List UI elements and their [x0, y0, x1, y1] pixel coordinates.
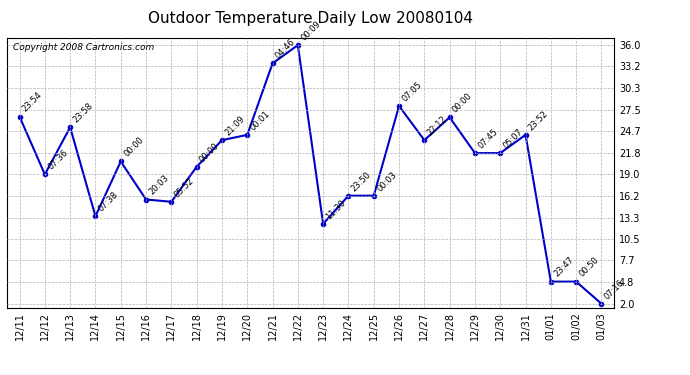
Text: 07:38: 07:38	[97, 190, 120, 213]
Text: 04:46: 04:46	[274, 38, 297, 61]
Text: 23:52: 23:52	[527, 109, 550, 132]
Text: 00:00: 00:00	[122, 135, 146, 159]
Text: 00:03: 00:03	[375, 170, 398, 193]
Text: 23:54: 23:54	[21, 91, 44, 114]
Text: 21:09: 21:09	[224, 114, 246, 137]
Text: 20:03: 20:03	[148, 174, 170, 197]
Text: 00:00: 00:00	[451, 92, 474, 115]
Text: 05:07: 05:07	[502, 127, 525, 150]
Text: 07:36: 07:36	[46, 148, 70, 172]
Text: Copyright 2008 Cartronics.com: Copyright 2008 Cartronics.com	[13, 43, 155, 52]
Text: 22:12: 22:12	[426, 114, 449, 137]
Text: 00:01: 00:01	[248, 109, 272, 132]
Text: 00:00: 00:00	[198, 141, 221, 164]
Text: 07:05: 07:05	[400, 80, 424, 103]
Text: 05:52: 05:52	[172, 176, 196, 199]
Text: 11:30: 11:30	[324, 198, 348, 221]
Text: 07:16: 07:16	[603, 278, 626, 301]
Text: 23:47: 23:47	[552, 255, 575, 279]
Text: 23:58: 23:58	[72, 101, 95, 124]
Text: Outdoor Temperature Daily Low 20080104: Outdoor Temperature Daily Low 20080104	[148, 11, 473, 26]
Text: 23:50: 23:50	[350, 170, 373, 193]
Text: 00:50: 00:50	[578, 256, 601, 279]
Text: 07:45: 07:45	[476, 127, 500, 150]
Text: 00:09: 00:09	[299, 19, 322, 42]
